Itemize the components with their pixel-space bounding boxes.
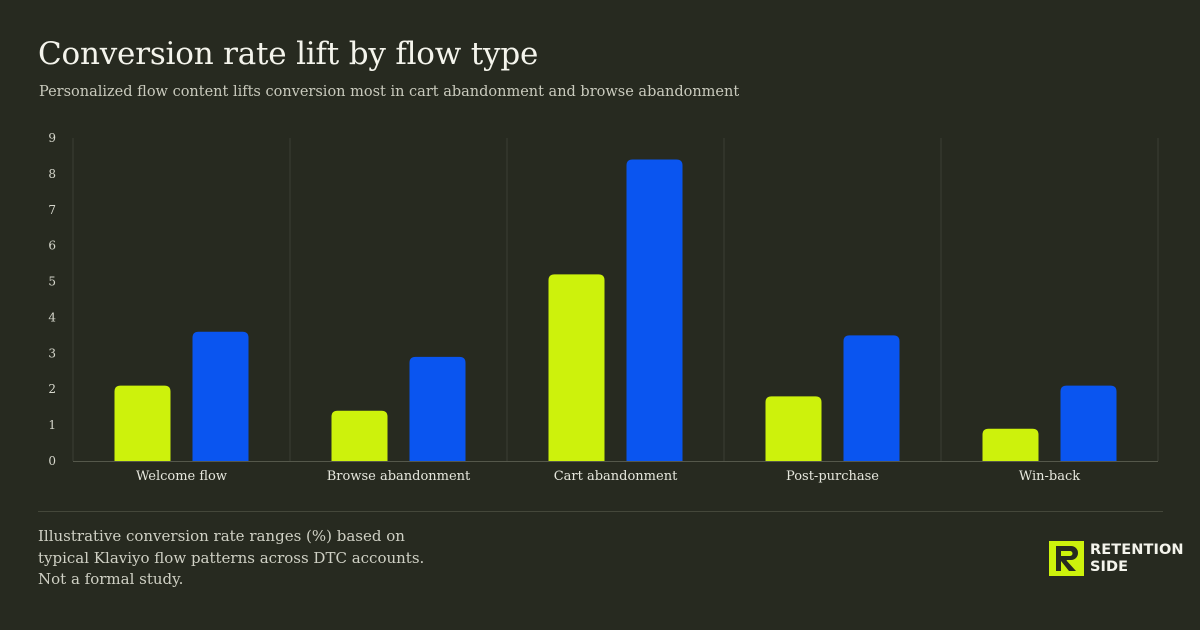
chart-title: Conversion rate lift by flow type [38,36,539,72]
bar [409,356,466,461]
x-tick-label: Cart abandonment [554,469,678,484]
chart-grid [72,138,1159,462]
bar [1060,385,1117,461]
bar [192,331,249,461]
x-tick-label: Post-purchase [786,469,879,484]
y-tick-label: 7 [48,203,56,217]
y-tick-label: 1 [48,418,56,432]
y-tick-label: 6 [48,239,56,253]
bar [982,428,1039,461]
brand-line-1: RETENTION [1090,541,1184,558]
bar-chart: 0 1 2 3 4 5 6 7 8 9 Welcome flow Browse abandonmen… [48,131,1159,484]
y-axis: 0 1 2 3 4 5 6 7 8 9 [48,131,56,468]
retention-side-logo-icon [1049,541,1084,576]
x-tick-label: Browse abandonment [327,469,471,484]
bar [331,410,388,461]
footnote: Illustrative conversion rate ranges (%) … [38,526,458,591]
brand-line-2: SIDE [1090,558,1129,575]
footer-divider [38,511,1163,512]
brand-logo: RETENTION SIDE [1049,541,1184,576]
y-tick-label: 2 [48,382,56,396]
x-tick-label: Welcome flow [136,469,227,484]
y-tick-label: 0 [48,454,56,468]
bar [114,385,171,461]
x-tick-label: Win-back [1019,469,1080,484]
y-tick-label: 9 [48,131,56,145]
bar [548,274,605,461]
y-tick-label: 3 [48,346,56,360]
y-tick-label: 4 [48,310,56,324]
y-tick-label: 8 [48,167,56,181]
y-tick-label: 5 [48,275,56,289]
footnote-line: Not a formal study. [38,570,184,588]
chart-subtitle: Personalized flow content lifts conversi… [39,84,740,100]
footnote-line: typical Klaviyo flow patterns across DTC… [38,548,425,567]
x-axis: Welcome flow Browse abandonment Cart aband… [136,469,1080,484]
bar [765,396,822,461]
footnote-line: Illustrative conversion rate ranges (%) … [38,527,405,545]
brand-name: RETENTION SIDE [1090,542,1184,576]
chart-bars [114,159,1117,462]
bar [626,159,683,462]
bar [843,335,900,461]
